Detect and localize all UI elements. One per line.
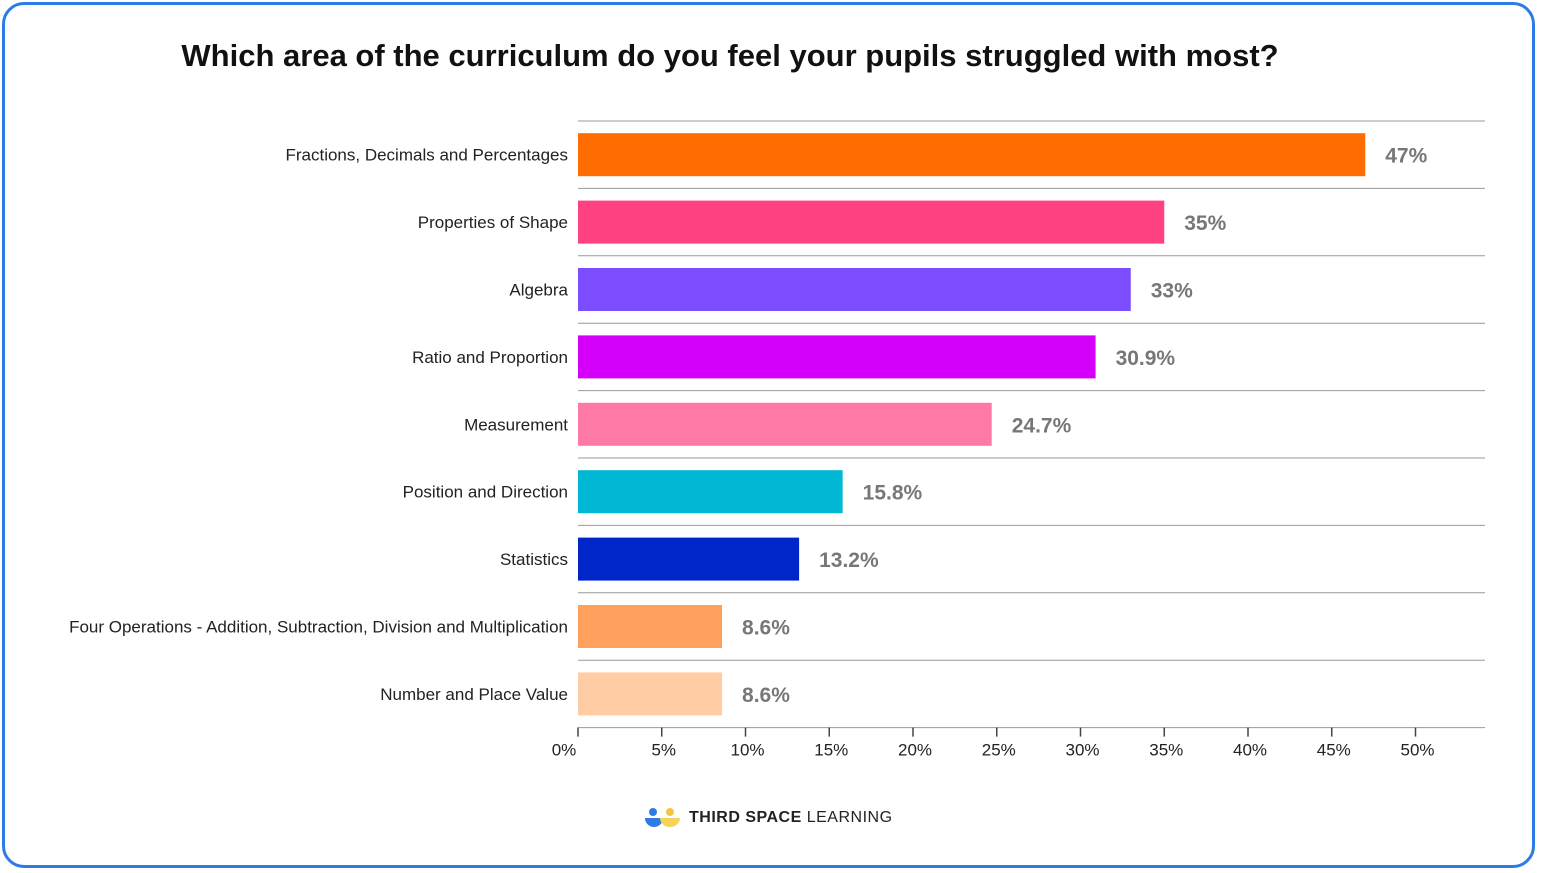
bar: [578, 672, 723, 716]
brand-logo: THIRD SPACE LEARNING: [643, 806, 893, 830]
x-tick-label: 50%: [1400, 741, 1434, 760]
bar: [578, 335, 1096, 379]
x-tick-label: 20%: [898, 741, 932, 760]
bar: [578, 470, 843, 514]
bar: [578, 268, 1131, 311]
category-label: Measurement: [464, 415, 568, 434]
value-label: 15.8%: [863, 482, 923, 505]
x-tick-label: 0%: [552, 741, 577, 760]
brand-name-light: LEARNING: [806, 809, 893, 826]
category-label: Properties of Shape: [418, 213, 568, 232]
value-label: 30.9%: [1116, 347, 1176, 370]
brand-name-bold: THIRD SPACE: [689, 809, 802, 826]
category-label: Four Operations - Addition, Subtraction,…: [69, 618, 568, 637]
value-label: 35%: [1184, 212, 1226, 235]
category-label: Algebra: [509, 281, 568, 300]
x-tick-label: 25%: [982, 741, 1016, 760]
x-tick-label: 35%: [1149, 741, 1183, 760]
bar: [578, 402, 992, 446]
bar: [578, 605, 723, 648]
x-tick-label: 15%: [814, 741, 848, 760]
category-label: Statistics: [500, 550, 568, 569]
bar: [578, 537, 800, 581]
value-label: 24.7%: [1012, 414, 1072, 437]
logo-icon: [645, 808, 680, 827]
value-label: 33%: [1151, 280, 1193, 303]
category-label: Number and Place Value: [380, 685, 568, 704]
x-tick-label: 40%: [1233, 741, 1267, 760]
value-label: 8.6%: [742, 684, 790, 707]
bar: [578, 133, 1366, 177]
category-label: Position and Direction: [403, 483, 568, 502]
value-label: 13.2%: [819, 549, 879, 572]
x-tick-label: 5%: [651, 741, 676, 760]
bar: [578, 200, 1165, 244]
value-label: 8.6%: [742, 617, 790, 640]
category-label: Ratio and Proportion: [412, 348, 568, 367]
x-tick-label: 30%: [1065, 741, 1099, 760]
x-tick-label: 10%: [730, 741, 764, 760]
category-label: Fractions, Decimals and Percentages: [285, 146, 568, 165]
chart-title: Which area of the curriculum do you feel…: [181, 38, 1279, 73]
value-label: 47%: [1385, 145, 1427, 168]
x-tick-label: 45%: [1317, 741, 1351, 760]
